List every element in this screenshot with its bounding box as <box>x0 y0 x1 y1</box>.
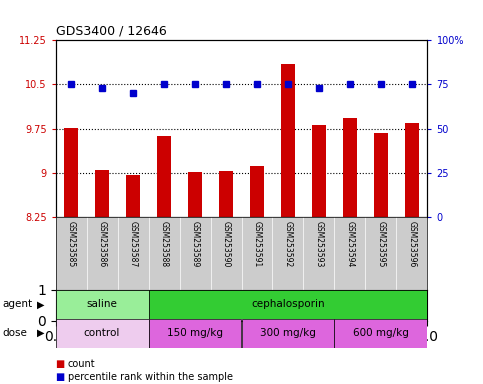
Text: ▶: ▶ <box>37 328 45 338</box>
Text: GSM253589: GSM253589 <box>190 220 199 267</box>
Text: GSM253594: GSM253594 <box>345 220 355 267</box>
Bar <box>188 172 202 217</box>
Text: ■: ■ <box>56 372 65 382</box>
Text: ■: ■ <box>56 359 65 369</box>
Text: 600 mg/kg: 600 mg/kg <box>353 328 409 338</box>
Bar <box>149 319 242 348</box>
Text: GSM253588: GSM253588 <box>159 220 169 267</box>
Bar <box>312 125 326 217</box>
Text: ▶: ▶ <box>37 299 45 310</box>
Bar <box>219 171 233 217</box>
Text: percentile rank within the sample: percentile rank within the sample <box>68 372 233 382</box>
Text: cephalosporin: cephalosporin <box>251 299 325 310</box>
Text: GSM253587: GSM253587 <box>128 220 138 267</box>
Text: count: count <box>68 359 95 369</box>
Text: dose: dose <box>2 328 28 338</box>
Text: GSM253595: GSM253595 <box>376 220 385 267</box>
Text: GSM253596: GSM253596 <box>408 220 416 267</box>
Text: saline: saline <box>86 299 117 310</box>
Text: GSM253592: GSM253592 <box>284 220 293 267</box>
Bar <box>149 290 427 319</box>
Bar <box>95 170 109 217</box>
Bar <box>56 319 149 348</box>
Bar <box>56 290 149 319</box>
Text: GSM253585: GSM253585 <box>67 220 75 267</box>
Bar <box>343 118 357 217</box>
Bar <box>405 123 419 217</box>
Text: GDS3400 / 12646: GDS3400 / 12646 <box>56 25 166 38</box>
Text: GSM253590: GSM253590 <box>222 220 230 267</box>
Bar <box>374 133 388 217</box>
Text: GSM253586: GSM253586 <box>98 220 107 267</box>
Text: GSM253593: GSM253593 <box>314 220 324 267</box>
Text: agent: agent <box>2 299 32 310</box>
Bar <box>334 319 427 348</box>
Bar <box>157 136 171 217</box>
Text: 300 mg/kg: 300 mg/kg <box>260 328 316 338</box>
Text: control: control <box>84 328 120 338</box>
Text: GSM253591: GSM253591 <box>253 220 261 267</box>
Text: 150 mg/kg: 150 mg/kg <box>167 328 223 338</box>
Bar <box>250 166 264 217</box>
Bar <box>242 319 334 348</box>
Bar <box>126 175 140 217</box>
Bar <box>64 128 78 217</box>
Bar <box>281 64 295 217</box>
